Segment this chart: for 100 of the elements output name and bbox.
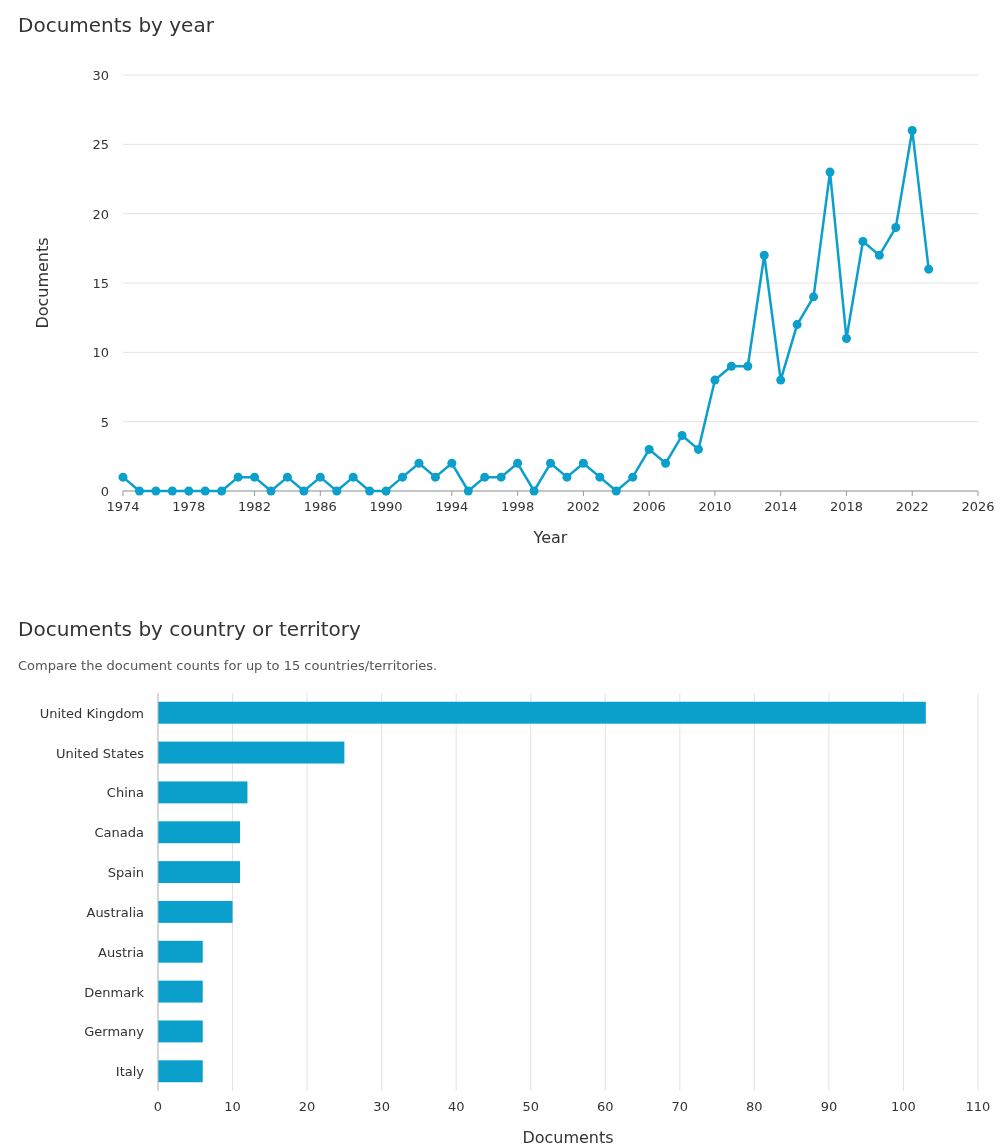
point: [595, 472, 605, 482]
point: [217, 486, 227, 496]
y-axis-title: Documents: [33, 237, 52, 329]
point: [480, 472, 490, 482]
bar: [158, 701, 926, 724]
point: [529, 486, 539, 496]
point: [513, 458, 523, 468]
x-tick-label: 2010: [698, 499, 732, 514]
x-tick-label: 20: [298, 1099, 316, 1114]
point: [447, 458, 457, 468]
point: [365, 486, 375, 496]
point: [891, 223, 901, 233]
point: [463, 486, 473, 496]
bar: [158, 821, 240, 844]
bar: [158, 861, 240, 884]
point: [233, 472, 243, 482]
point: [743, 361, 753, 371]
x-tick-label: 40: [447, 1099, 465, 1114]
x-tick-label: 2022: [895, 499, 929, 514]
y-tick-label: Australia: [86, 904, 144, 920]
point: [562, 472, 572, 482]
point: [381, 486, 391, 496]
x-tick-label: 30: [373, 1099, 390, 1114]
point: [546, 458, 555, 468]
point: [776, 375, 786, 385]
point: [496, 472, 506, 482]
point: [874, 250, 884, 260]
point: [134, 486, 144, 496]
point: [841, 333, 851, 343]
point: [578, 458, 588, 468]
point: [644, 444, 654, 454]
point: [628, 472, 638, 482]
y-tick-label: 25: [92, 137, 109, 153]
x-tick-label: 1974: [106, 499, 140, 514]
x-tick-label: 10: [224, 1099, 241, 1114]
x-tick-label: 1998: [501, 499, 535, 514]
point: [118, 472, 128, 482]
x-tick-label: 1986: [303, 499, 337, 514]
point: [792, 320, 802, 330]
x-tick-label: 2018: [829, 499, 864, 514]
point: [710, 375, 720, 385]
point: [907, 125, 917, 135]
y-tick-label: 15: [92, 276, 109, 291]
y-tick-label: 5: [100, 414, 109, 430]
x-tick-label: 1982: [237, 499, 272, 514]
point: [250, 472, 260, 482]
point: [398, 472, 408, 482]
y-tick-label: Spain: [107, 865, 144, 881]
bar: [158, 1060, 203, 1083]
point: [200, 486, 210, 496]
x-tick-label: 80: [746, 1099, 763, 1114]
x-tick-label: 70: [671, 1099, 689, 1114]
y-tick-label: Denmark: [84, 984, 145, 1000]
point: [315, 472, 325, 482]
bar: [158, 1020, 203, 1043]
point: [924, 264, 934, 274]
point: [726, 361, 736, 371]
x-tick-label: 50: [522, 1099, 539, 1114]
x-tick-label: 1978: [172, 499, 206, 514]
point: [266, 486, 276, 496]
chart-title: Documents by year: [18, 13, 215, 37]
x-axis-title: Year: [532, 528, 568, 547]
point: [299, 486, 309, 496]
point: [661, 458, 671, 468]
point: [858, 236, 868, 246]
point: [693, 444, 703, 454]
bar: [158, 781, 248, 804]
point: [348, 472, 358, 482]
x-tick-label: 60: [597, 1099, 614, 1114]
point: [151, 486, 161, 496]
point: [759, 250, 769, 260]
y-tick-label: Canada: [94, 825, 144, 841]
point: [809, 292, 819, 302]
y-tick-label: 20: [92, 206, 109, 222]
y-tick-label: Austria: [98, 944, 144, 960]
point: [677, 431, 687, 441]
x-tick-label: 2006: [632, 499, 666, 514]
y-tick-label: Germany: [84, 1024, 145, 1040]
chart-title: Documents by country or territory: [18, 617, 362, 641]
x-tick-label: 0: [153, 1099, 163, 1114]
x-tick-label: 1994: [435, 499, 469, 514]
bar: [158, 900, 233, 923]
y-tick-label: China: [106, 785, 144, 801]
point: [430, 472, 440, 482]
point: [611, 486, 621, 496]
y-tick-label: United States: [55, 745, 145, 761]
y-tick-label: Italy: [115, 1064, 145, 1080]
y-tick-label: United Kingdom: [39, 705, 144, 721]
point: [825, 167, 835, 177]
y-tick-label: 30: [92, 68, 109, 83]
x-tick-label: 2002: [566, 499, 600, 514]
bar: [158, 940, 203, 963]
x-tick-label: 2026: [961, 499, 995, 514]
x-tick-label: 1990: [369, 499, 403, 514]
point: [282, 472, 292, 482]
x-tick-label: 90: [820, 1099, 838, 1114]
y-tick-label: 10: [92, 345, 109, 361]
y-tick-label: 0: [100, 484, 109, 499]
x-tick-label: 110: [965, 1099, 991, 1114]
x-tick-label: 2014: [764, 499, 798, 514]
